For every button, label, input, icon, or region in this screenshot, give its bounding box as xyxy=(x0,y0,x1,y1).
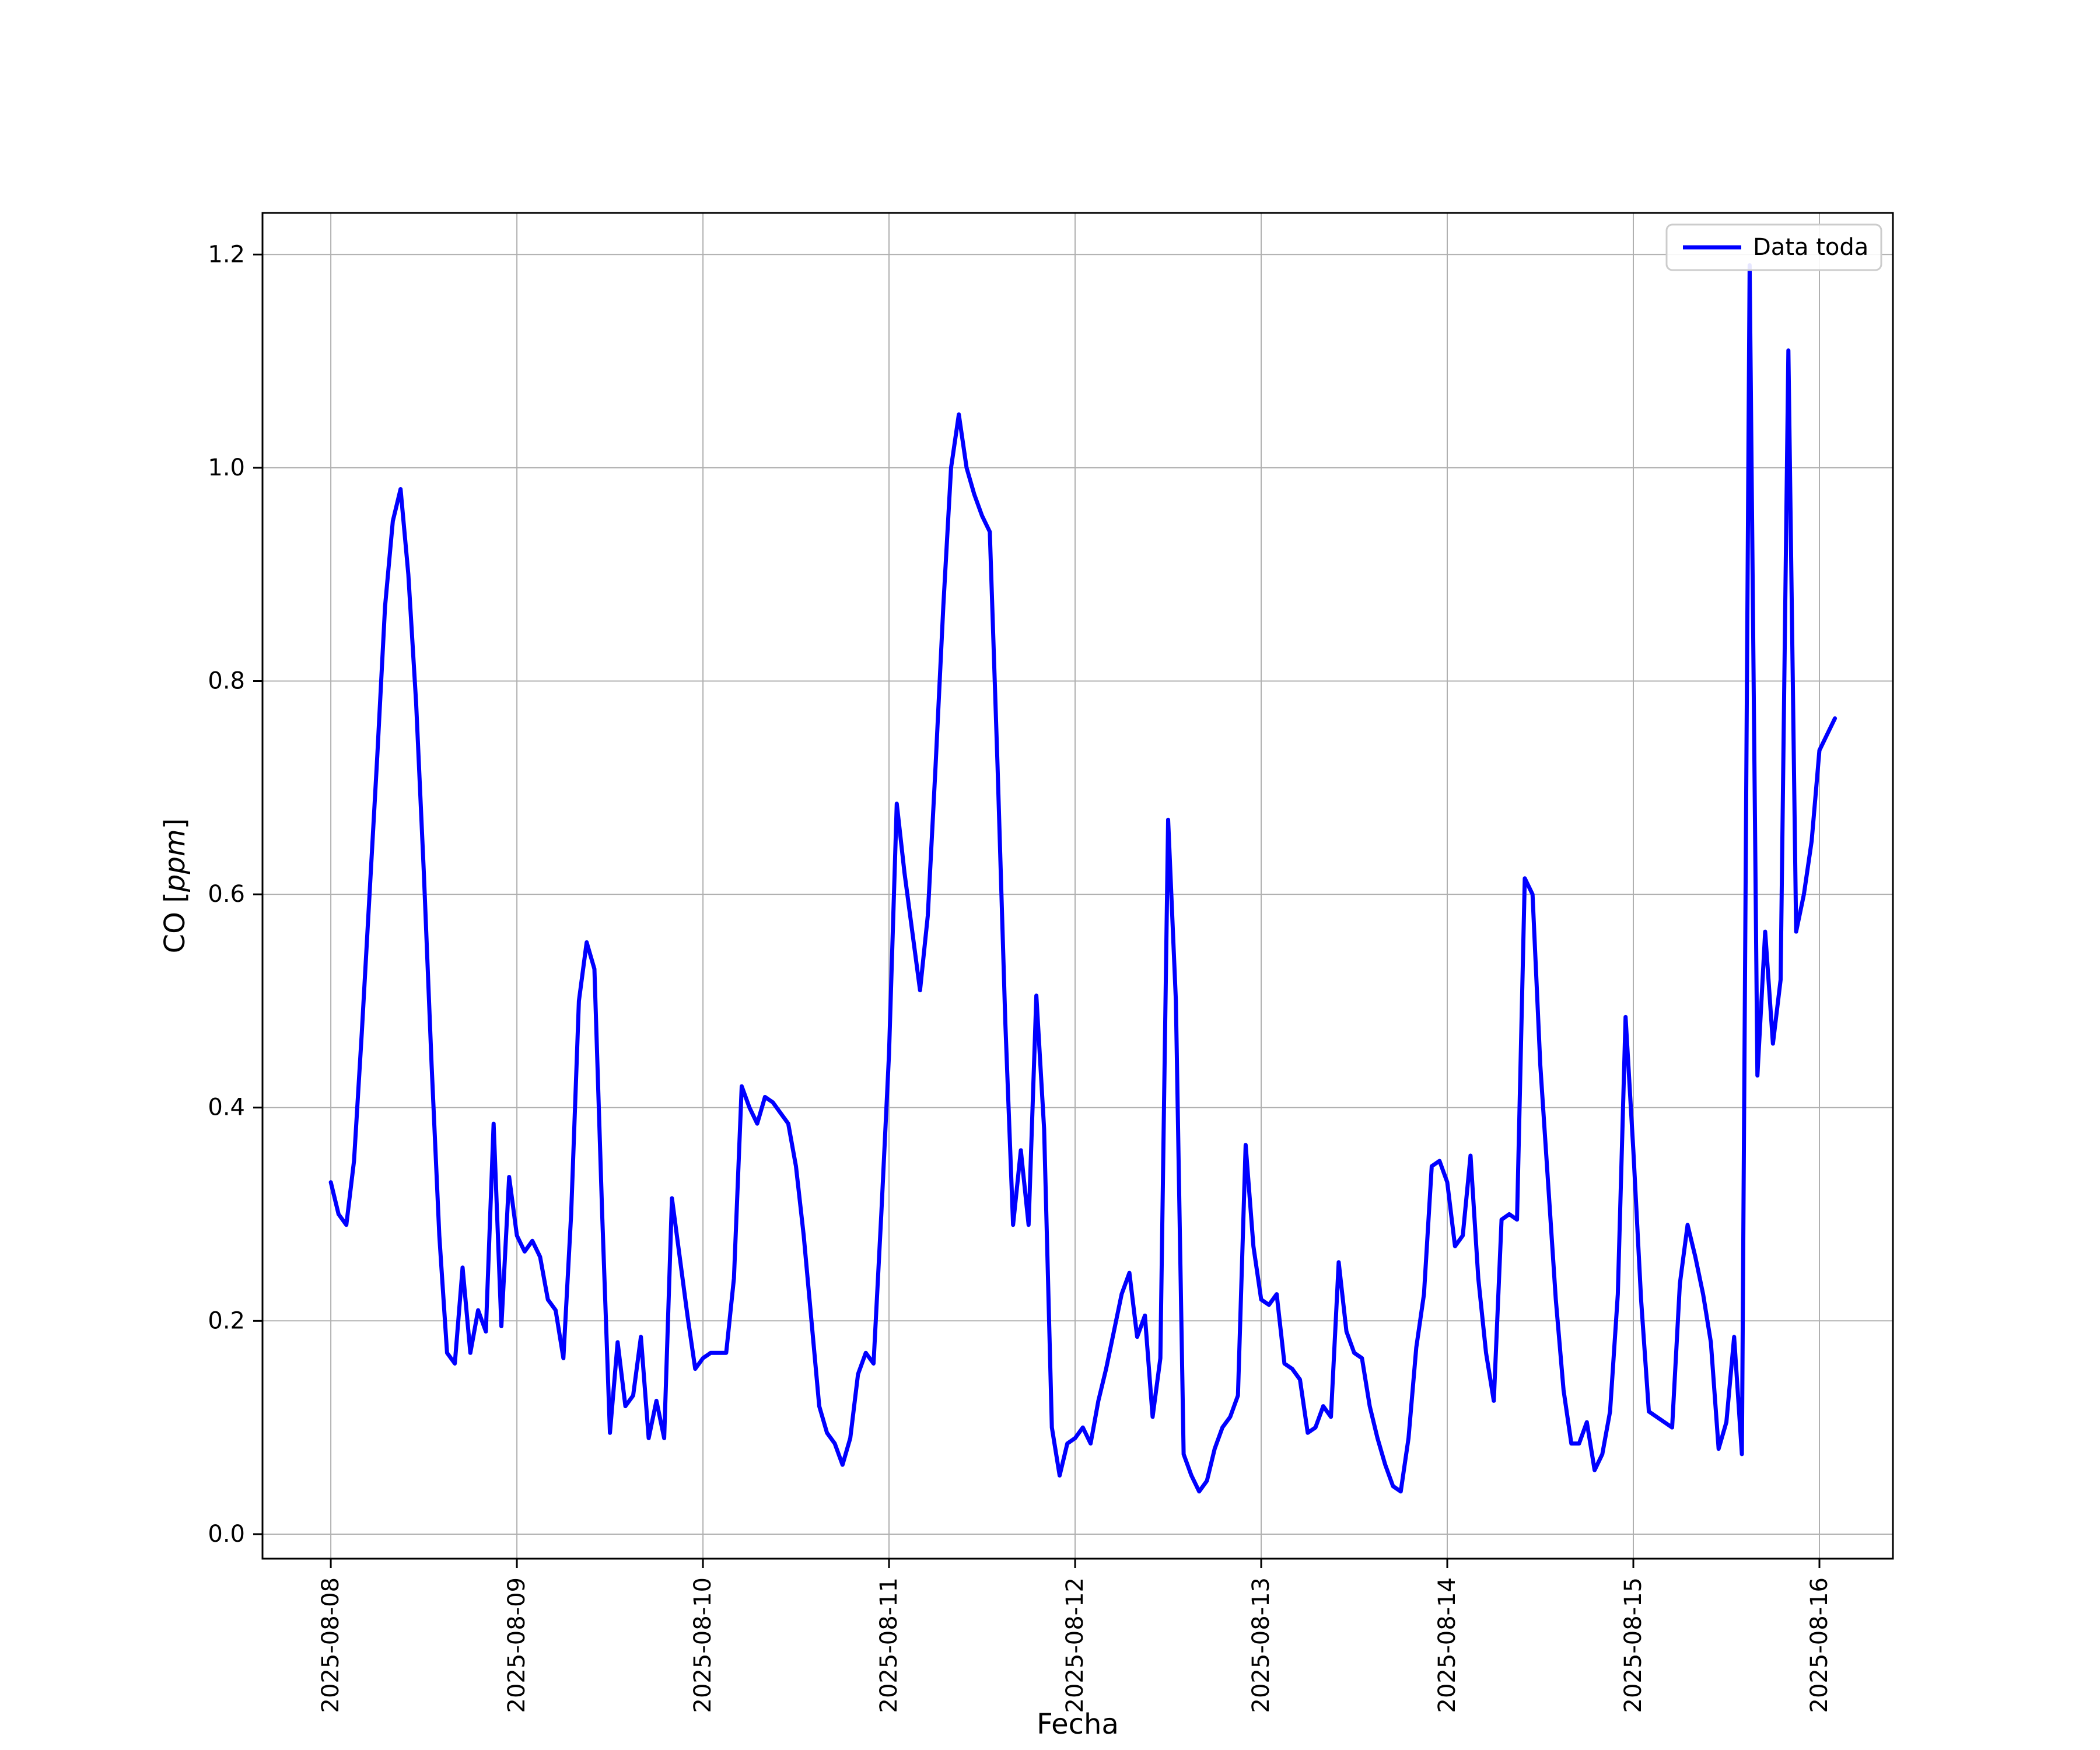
y-tick-label: 0.4 xyxy=(208,1094,245,1121)
legend-label: Data toda xyxy=(1753,234,1868,261)
x-tick-label: 2025-08-16 xyxy=(1806,1577,1833,1713)
y-tick-label: 1.2 xyxy=(208,241,245,268)
x-axis: 2025-08-08 2025-08-09 2025-08-10 2025-08-11… xyxy=(317,1559,1833,1713)
grid xyxy=(262,213,1893,1559)
x-tick-label: 2025-08-10 xyxy=(690,1577,716,1713)
x-tick-label: 2025-08-15 xyxy=(1620,1577,1647,1713)
legend: Data toda xyxy=(1665,223,1882,271)
y-tick-label: 0.0 xyxy=(208,1521,245,1548)
y-axis-label: CO [ppm] xyxy=(159,818,191,954)
x-tick-label: 2025-08-14 xyxy=(1434,1577,1461,1713)
y-tick-label: 0.6 xyxy=(208,881,245,908)
data-series-line xyxy=(328,263,1838,1494)
x-tick-label: 2025-08-11 xyxy=(876,1577,902,1713)
axes-spines xyxy=(261,212,1894,1560)
legend-box xyxy=(1665,223,1882,271)
x-axis-label: Fecha xyxy=(1037,1708,1119,1741)
x-tick-label: 2025-08-13 xyxy=(1248,1577,1275,1713)
y-tick-label: 0.2 xyxy=(208,1307,245,1334)
y-axis: 0.0 0.2 0.4 0.6 0.8 1.0 1.2 xyxy=(208,241,262,1548)
x-tick-label: 2025-08-09 xyxy=(503,1577,530,1713)
x-tick-label: 2025-08-12 xyxy=(1062,1577,1088,1713)
y-tick-label: 0.8 xyxy=(208,668,245,695)
x-tick-label: 2025-08-08 xyxy=(317,1577,344,1713)
y-tick-label: 1.0 xyxy=(208,454,245,481)
